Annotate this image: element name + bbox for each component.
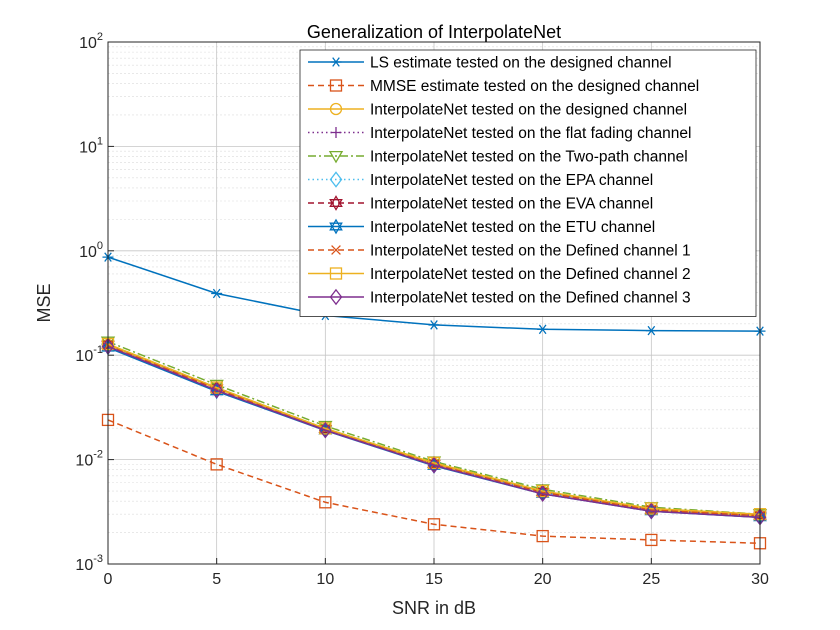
x-tick-label: 10 xyxy=(316,571,334,588)
x-tick-label: 5 xyxy=(212,571,221,588)
series-line xyxy=(107,419,761,545)
legend-label: InterpolateNet tested on the flat fading… xyxy=(370,125,691,142)
legend-label: InterpolateNet tested on the EPA channel xyxy=(370,172,653,189)
x-tick-label: 20 xyxy=(534,571,552,588)
legend-label: MMSE estimate tested on the designed cha… xyxy=(370,78,699,95)
hexagram-part xyxy=(329,222,343,235)
legend-entry: InterpolateNet tested on the EVA channel xyxy=(308,195,653,213)
legend-entry: InterpolateNet tested on the Two-path ch… xyxy=(308,149,688,166)
data-point xyxy=(645,325,657,336)
data-point xyxy=(427,518,441,531)
data-point xyxy=(210,458,223,471)
y-tick-label: 100 xyxy=(79,240,103,261)
x-tick-label: 15 xyxy=(425,571,443,588)
data-point xyxy=(645,503,658,520)
ticks: 0 5 10 15 20 25 30 10-3 10-2 10-1 100 101 102 xyxy=(75,31,769,588)
legend-marker xyxy=(329,218,343,235)
x-tick-label: 25 xyxy=(642,571,660,588)
series-1 xyxy=(102,252,766,336)
legend-marker xyxy=(329,267,343,280)
hexagram-part xyxy=(329,218,343,231)
y-tick-label: 10-1 xyxy=(75,344,103,365)
series-line xyxy=(107,345,761,519)
data-point xyxy=(428,320,440,330)
legend-marker xyxy=(329,79,343,92)
legend-label: InterpolateNet tested on the ETU channel xyxy=(370,219,655,236)
y-tick-label: 102 xyxy=(79,31,103,52)
legend-label: InterpolateNet tested on the Two-path ch… xyxy=(370,149,688,166)
legend-entry: InterpolateNet tested on the designed ch… xyxy=(308,102,687,119)
legend-marker xyxy=(329,195,343,211)
legend-entry: InterpolateNet tested on the Defined cha… xyxy=(308,266,691,283)
data-point xyxy=(536,485,549,503)
legend-entry: MMSE estimate tested on the designed cha… xyxy=(308,78,699,95)
legend-label: InterpolateNet tested on the EVA channel xyxy=(370,196,653,213)
data-point xyxy=(319,422,332,439)
legend-marker xyxy=(329,102,343,116)
legend-entry: InterpolateNet tested on the flat fading… xyxy=(308,125,691,142)
data-point xyxy=(319,496,332,509)
data-point xyxy=(210,382,223,399)
x-axis-label: SNR in dB xyxy=(392,598,476,618)
data-point xyxy=(536,484,549,498)
hexagram-part xyxy=(329,195,343,207)
data-point xyxy=(427,457,441,474)
legend-marker xyxy=(329,171,343,188)
series-line xyxy=(107,343,761,515)
legend-marker xyxy=(328,150,344,164)
legend-entry: InterpolateNet tested on the EPA channel xyxy=(308,171,653,189)
legend-entry: LS estimate tested on the designed chann… xyxy=(308,55,672,72)
data-point xyxy=(645,502,658,515)
hexagram-part xyxy=(329,199,343,211)
legend: LS estimate tested on the designed chann… xyxy=(299,49,757,317)
y-tick-label: 101 xyxy=(79,135,103,156)
data-point xyxy=(537,324,549,335)
y-tick-label: 10-3 xyxy=(75,553,103,574)
data-point xyxy=(536,529,549,543)
legend-entry: InterpolateNet tested on the Defined cha… xyxy=(308,243,691,260)
legend-marker xyxy=(330,57,342,67)
x-tick-label: 0 xyxy=(104,571,113,588)
data-point xyxy=(211,288,223,299)
x-tick-label: 30 xyxy=(751,571,769,588)
legend-label: LS estimate tested on the designed chann… xyxy=(370,55,672,72)
legend-entry: InterpolateNet tested on the ETU channel xyxy=(308,218,655,236)
y-tick-label: 10-2 xyxy=(75,449,103,470)
data-point xyxy=(645,533,658,547)
legend-marker xyxy=(329,288,343,306)
legend-marker xyxy=(330,127,342,138)
chart-title: Generalization of InterpolateNet xyxy=(307,22,561,42)
legend-box xyxy=(299,49,757,317)
legend-label: InterpolateNet tested on the designed ch… xyxy=(370,102,687,119)
legend-label: InterpolateNet tested on the Defined cha… xyxy=(370,290,691,307)
legend-label: InterpolateNet tested on the Defined cha… xyxy=(370,266,691,283)
y-axis-label: MSE xyxy=(34,283,54,322)
legend-marker xyxy=(331,245,341,255)
series-11 xyxy=(101,338,767,526)
legend-label: InterpolateNet tested on the Defined cha… xyxy=(370,243,691,260)
legend-entry: InterpolateNet tested on the Defined cha… xyxy=(308,288,691,307)
